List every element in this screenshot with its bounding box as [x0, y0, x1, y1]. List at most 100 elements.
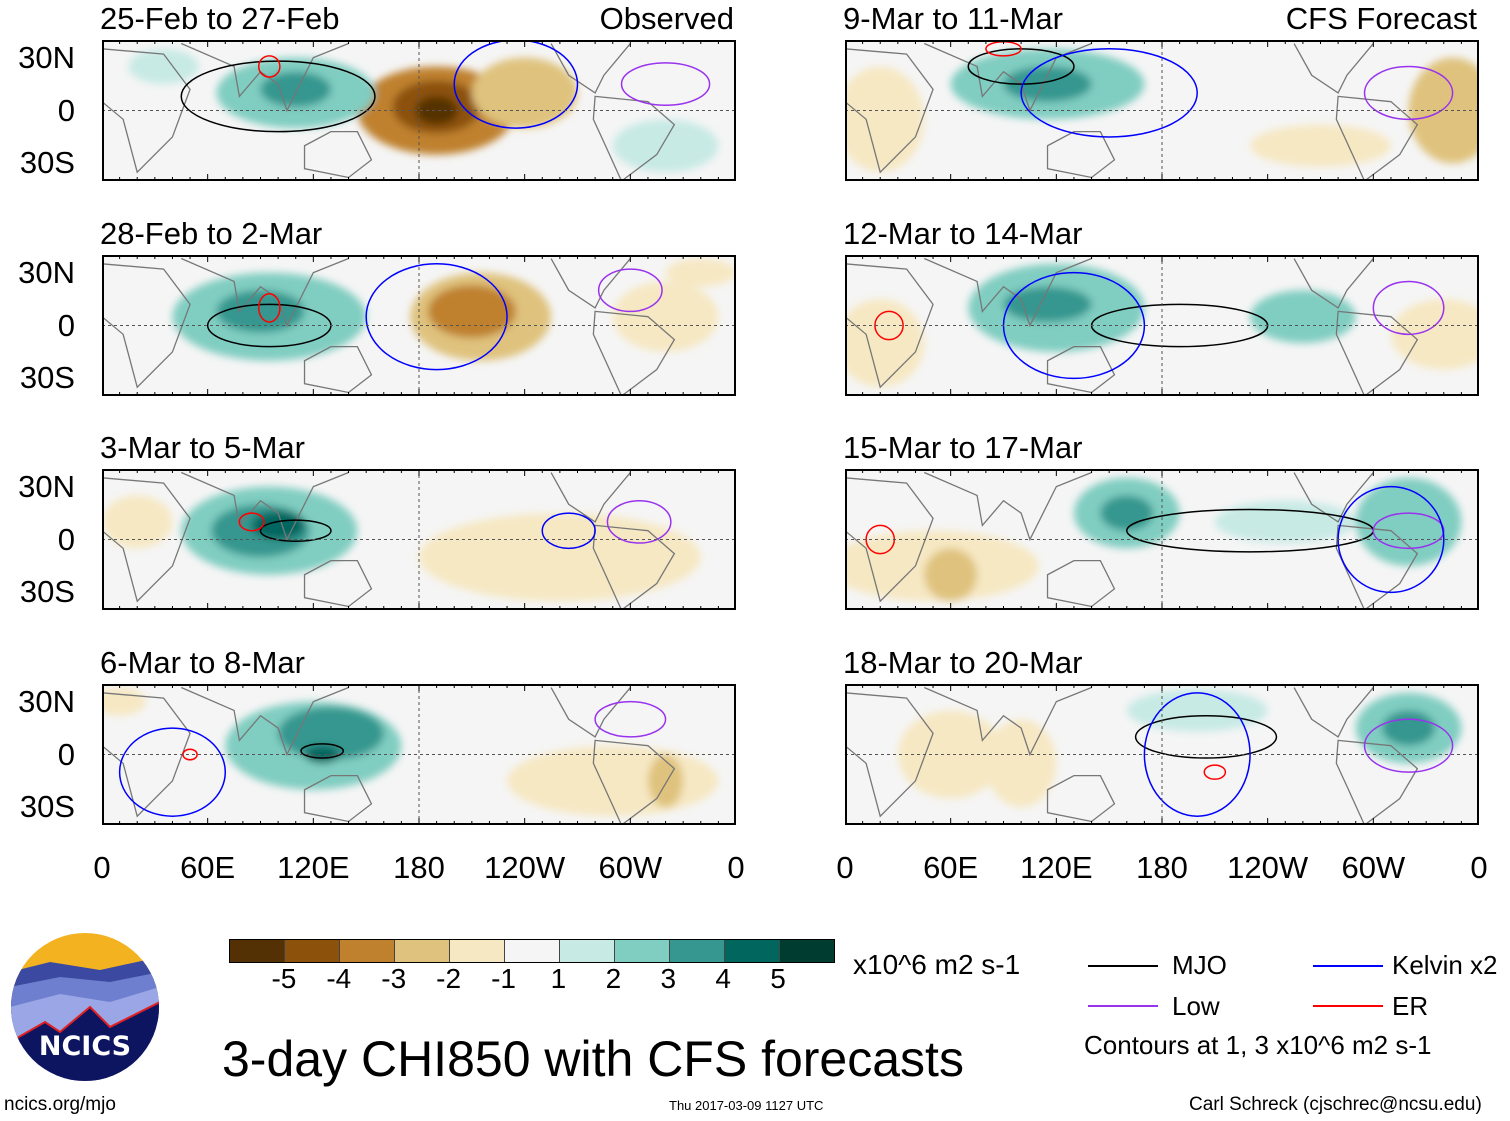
logo-text: NCICS [39, 1031, 131, 1062]
author: Carl Schreck (cjschrec@ncsu.edu) [1189, 1094, 1482, 1115]
low-contour [606, 499, 672, 544]
anomaly-region [1382, 710, 1435, 746]
anomaly-region [415, 96, 458, 125]
anomaly-region [612, 281, 719, 352]
legend-kelvin-line [1313, 965, 1383, 967]
anomaly-region [612, 119, 719, 173]
lat-label: 0 [57, 521, 75, 557]
anomaly-region [427, 284, 516, 338]
anomaly-region [845, 66, 925, 173]
coastline [845, 42, 1419, 181]
lat-label: 30S [19, 789, 75, 825]
anomaly-region [260, 71, 331, 107]
er-contour [182, 748, 198, 761]
coastline [102, 42, 676, 181]
colorbar-label: -5 [271, 963, 297, 994]
colorbar-swatch [670, 940, 725, 962]
anomaly-region [1003, 66, 1092, 102]
map-panel [102, 40, 736, 181]
colorbar-label: -3 [381, 963, 407, 994]
anomaly-region [471, 57, 578, 129]
map-panel [845, 469, 1479, 610]
coastline [102, 257, 676, 396]
anomaly-region [1390, 299, 1479, 370]
anomaly-region [985, 719, 1057, 808]
anomaly-region [665, 258, 736, 287]
legend-mjo-line [1088, 965, 1158, 967]
colorbar-swatch [615, 940, 670, 962]
map-panel [102, 684, 736, 825]
er-contour [257, 55, 281, 78]
coastline [845, 471, 1419, 610]
anomaly-region [304, 745, 340, 764]
lon-label: 0 [836, 850, 854, 885]
colorbar-label: -2 [436, 963, 462, 994]
lon-label: 120W [1227, 850, 1309, 885]
coastline [102, 471, 676, 610]
panel-title: 9-Mar to 11-Mar [843, 1, 1063, 36]
low-contour [1372, 280, 1445, 336]
low-contour [594, 700, 667, 738]
map-panel [845, 684, 1479, 825]
anomaly-region [102, 687, 147, 716]
lon-label: 60E [923, 850, 979, 885]
colorbar-label: 3 [660, 963, 677, 994]
anomaly-region [1100, 495, 1154, 531]
timestamp: Thu 2017-03-09 1127 UTC [669, 1098, 824, 1113]
legend-er-line [1313, 1005, 1383, 1007]
anomaly-region [845, 299, 925, 388]
lon-label: 0 [1470, 850, 1488, 885]
map-panel [845, 255, 1479, 396]
kelvin-contour [1143, 692, 1251, 817]
lat-label: 30S [19, 574, 75, 610]
colorbar-label: 1 [550, 963, 567, 994]
anomaly-region [1214, 500, 1356, 544]
colorbar-swatch [725, 940, 780, 962]
lat-label: 0 [57, 92, 75, 128]
er-contour [874, 310, 904, 341]
legend-low-label: Low [1172, 991, 1220, 1021]
low-contour [597, 268, 663, 313]
map-panel [845, 40, 1479, 181]
anomaly-region [128, 48, 199, 85]
lat-label: 30S [19, 360, 75, 396]
panel-title: 12-Mar to 14-Mar [843, 216, 1083, 251]
panel-title: 25-Feb to 27-Feb [100, 1, 340, 36]
lon-label: 120W [484, 850, 566, 885]
er-contour [257, 293, 281, 323]
contours-note: Contours at 1, 3 x10^6 m2 s-1 [1084, 1030, 1432, 1060]
legend-low-line [1088, 1005, 1158, 1007]
coastline [845, 257, 1419, 396]
panel-title: 6-Mar to 8-Mar [100, 645, 305, 680]
colorbar-swatch [450, 940, 505, 962]
low-contour [620, 62, 711, 106]
anomaly-region [251, 511, 305, 540]
colorbar-swatch [560, 940, 615, 962]
coastline [102, 686, 676, 825]
lon-label: 180 [1136, 850, 1188, 885]
lon-label: 0 [93, 850, 111, 885]
lat-label: 0 [57, 307, 75, 343]
lat-label: 0 [57, 736, 75, 772]
colorbar [229, 939, 835, 963]
map-panel [102, 469, 736, 610]
colorbar-swatch [340, 940, 395, 962]
anomaly-region [102, 495, 173, 549]
lon-label: 0 [727, 850, 745, 885]
site-url: ncics.org/mjo [4, 1094, 116, 1115]
lon-label: 60W [1341, 850, 1406, 885]
anomaly-region [647, 754, 684, 808]
colorbar-label: 4 [715, 963, 731, 994]
lat-label: 30N [18, 468, 75, 504]
mjo-contour [1134, 714, 1278, 759]
panel-title: 3-Mar to 5-Mar [100, 430, 305, 465]
anomaly-region [419, 513, 701, 602]
panel-title: 15-Mar to 17-Mar [843, 430, 1083, 465]
kelvin-contour [365, 263, 508, 371]
anomaly-region [924, 548, 978, 602]
lon-label: 120E [1020, 850, 1093, 885]
anomaly-region [1250, 290, 1356, 344]
observed-label: Observed [599, 1, 734, 36]
anomaly-region [1003, 286, 1092, 322]
mjo-contour [259, 519, 332, 543]
